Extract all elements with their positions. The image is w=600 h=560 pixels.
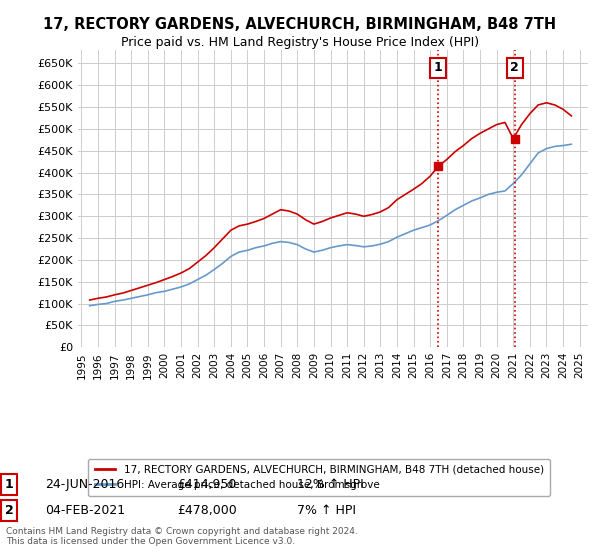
Text: 17, RECTORY GARDENS, ALVECHURCH, BIRMINGHAM, B48 7TH: 17, RECTORY GARDENS, ALVECHURCH, BIRMING… [43, 17, 557, 32]
Text: 04-FEB-2021: 04-FEB-2021 [45, 504, 125, 517]
Text: 2: 2 [511, 62, 519, 74]
Text: 1: 1 [5, 478, 13, 491]
Text: 7% ↑ HPI: 7% ↑ HPI [297, 504, 356, 517]
Text: 12% ↑ HPI: 12% ↑ HPI [297, 478, 364, 491]
Text: Price paid vs. HM Land Registry's House Price Index (HPI): Price paid vs. HM Land Registry's House … [121, 36, 479, 49]
Text: 1: 1 [434, 62, 443, 74]
Text: 24-JUN-2016: 24-JUN-2016 [45, 478, 124, 491]
Legend: 17, RECTORY GARDENS, ALVECHURCH, BIRMINGHAM, B48 7TH (detached house), HPI: Aver: 17, RECTORY GARDENS, ALVECHURCH, BIRMING… [88, 459, 550, 496]
Text: £478,000: £478,000 [177, 504, 237, 517]
Text: 2: 2 [5, 504, 13, 517]
Text: £414,950: £414,950 [177, 478, 236, 491]
Text: Contains HM Land Registry data © Crown copyright and database right 2024.
This d: Contains HM Land Registry data © Crown c… [6, 526, 358, 546]
